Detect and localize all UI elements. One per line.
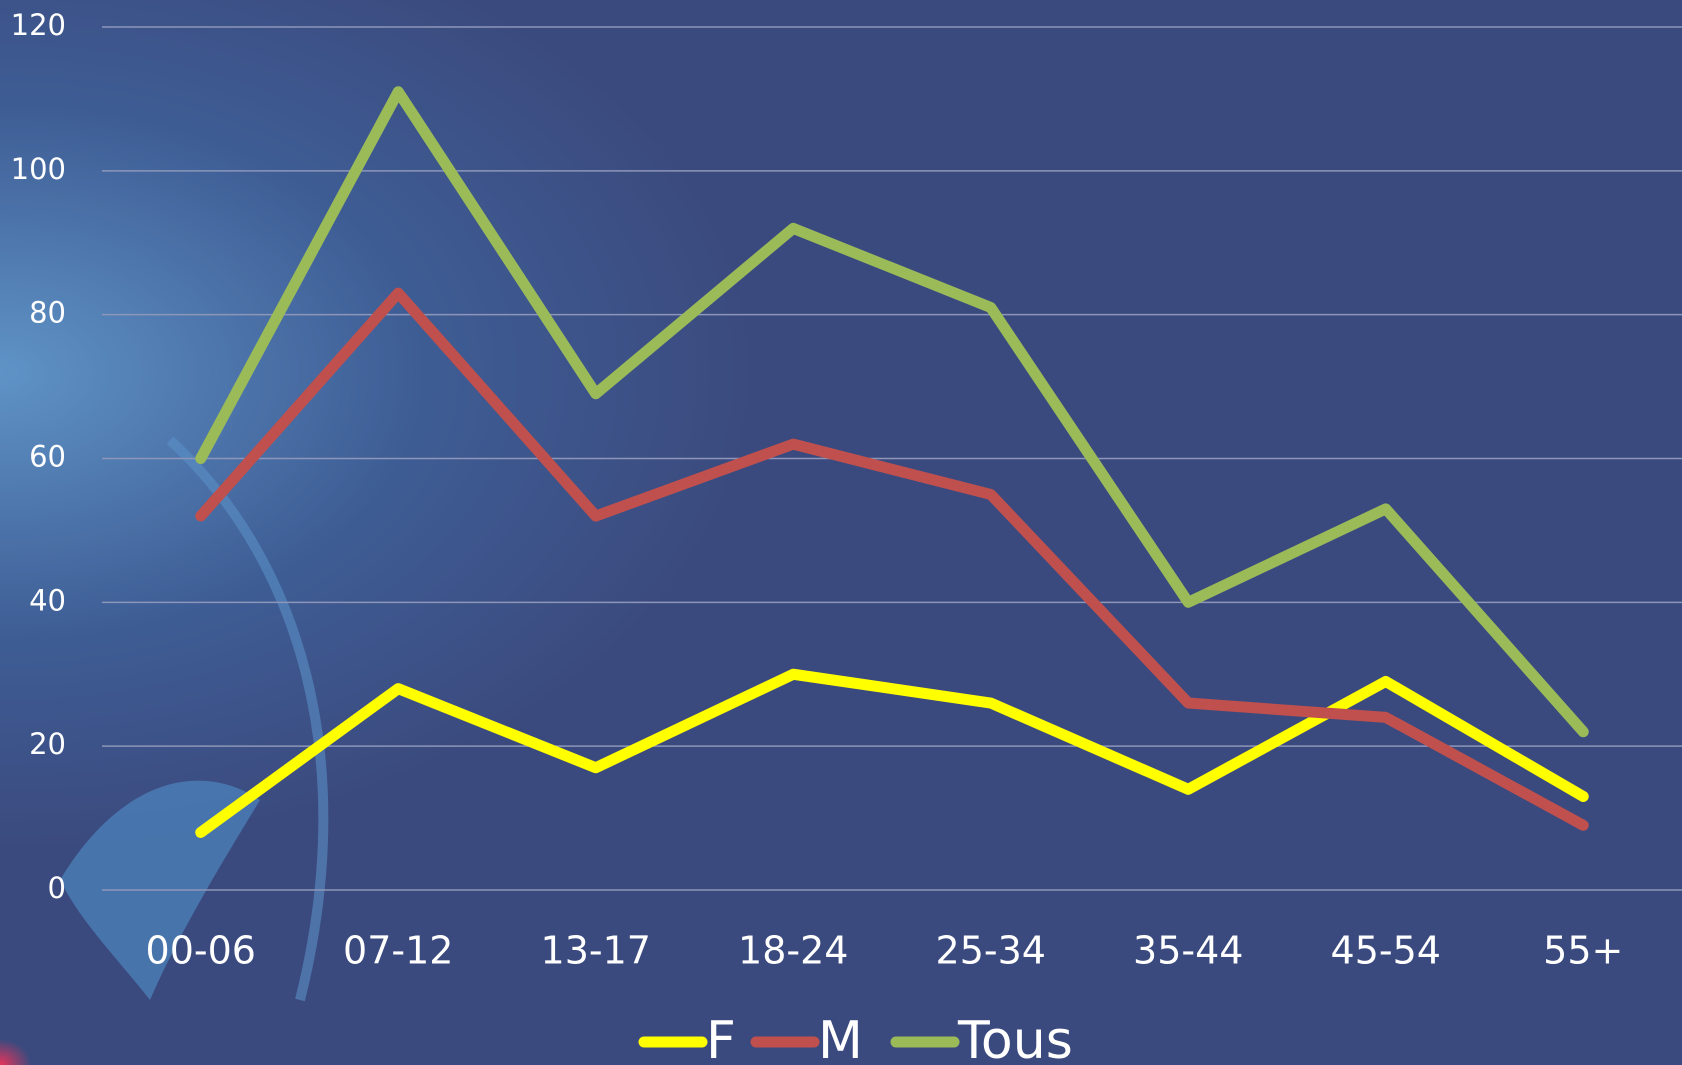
y-tick-label: 40 (29, 583, 66, 617)
x-tick-label: 25-34 (936, 929, 1046, 973)
x-tick-label: 18-24 (738, 929, 848, 973)
y-tick-label: 60 (29, 440, 66, 474)
legend-label: M (818, 1011, 863, 1065)
y-tick-label: 80 (29, 296, 66, 330)
x-tick-label: 55+ (1543, 929, 1623, 973)
y-tick-label: 100 (11, 152, 66, 186)
series-line (195, 668, 1589, 838)
x-tick-label: 45-54 (1331, 929, 1441, 973)
x-tick-label: 13-17 (541, 929, 651, 973)
x-tick-label: 07-12 (343, 929, 453, 973)
legend-label: Tous (957, 1011, 1073, 1065)
y-tick-label: 20 (29, 727, 66, 761)
y-tick-label: 120 (11, 8, 66, 42)
series-line (195, 287, 1589, 831)
legend-label: F (706, 1011, 736, 1065)
x-tick-label: 00-06 (146, 929, 256, 973)
x-tick-label: 35-44 (1133, 929, 1243, 973)
decoration (0, 850, 260, 1065)
y-tick-label: 0 (48, 871, 66, 905)
series-line (195, 86, 1589, 738)
